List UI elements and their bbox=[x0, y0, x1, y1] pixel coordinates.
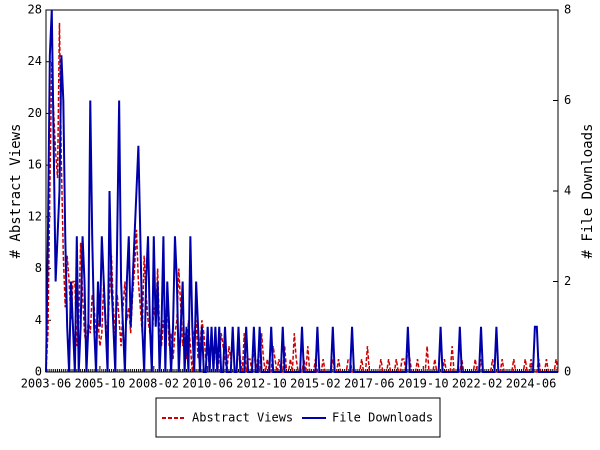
x-tick-label: 2010-06 bbox=[182, 377, 233, 391]
y-tick-label: 12 bbox=[28, 209, 42, 223]
x-tick-label: 2019-10 bbox=[398, 377, 449, 391]
y-tick-label: 20 bbox=[28, 106, 42, 120]
x-tick-label: 2015-02 bbox=[290, 377, 341, 391]
y2-axis-label: # File Downloads bbox=[580, 124, 596, 259]
y2-tick-label: 6 bbox=[564, 93, 571, 107]
x-tick-label: 2012-10 bbox=[236, 377, 287, 391]
y-tick-label: 4 bbox=[35, 313, 42, 327]
series-line bbox=[45, 9, 558, 373]
legend-label: Abstract Views bbox=[192, 411, 293, 425]
x-tick-label: 2008-02 bbox=[129, 377, 180, 391]
legend-label: File Downloads bbox=[332, 411, 433, 425]
y2-tick-label: 0 bbox=[564, 365, 571, 379]
y-axis-label: # Abstract Views bbox=[8, 124, 24, 259]
y-tick-label: 0 bbox=[35, 365, 42, 379]
y2-tick-label: 2 bbox=[564, 274, 571, 288]
x-tick-label: 2022-02 bbox=[452, 377, 503, 391]
x-tick-label: 2017-06 bbox=[344, 377, 395, 391]
y-tick-label: 16 bbox=[28, 158, 42, 172]
y2-tick-label: 8 bbox=[564, 3, 571, 17]
x-tick-label: 2024-06 bbox=[506, 377, 557, 391]
x-tick-label: 2005-10 bbox=[75, 377, 126, 391]
x-tick-label: 2003-06 bbox=[21, 377, 72, 391]
y-tick-label: 8 bbox=[35, 261, 42, 275]
y-tick-label: 24 bbox=[28, 54, 42, 68]
y2-tick-label: 4 bbox=[564, 184, 571, 198]
y-tick-label: 28 bbox=[28, 3, 42, 17]
legend bbox=[155, 397, 441, 438]
